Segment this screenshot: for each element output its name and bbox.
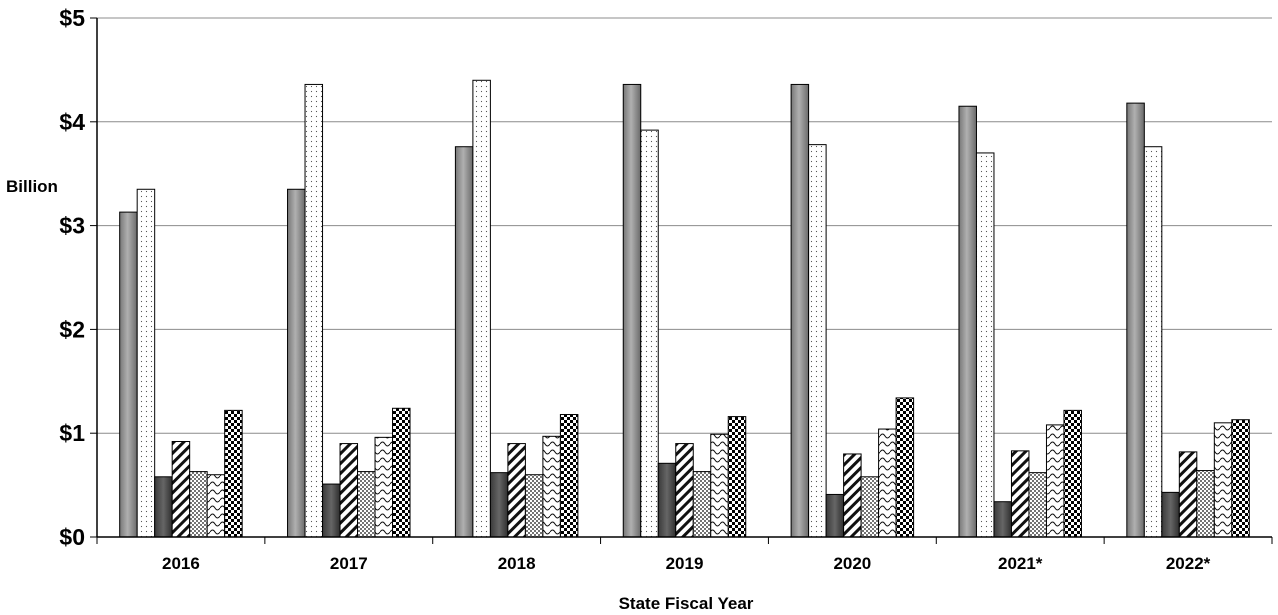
bar: [542, 435, 561, 538]
y-tick-label: $2: [59, 316, 85, 342]
x-tick-label: 2022*: [1166, 554, 1211, 573]
bar: [472, 79, 491, 538]
bar: [958, 105, 977, 538]
bar: [524, 474, 544, 538]
bar: [136, 188, 156, 538]
x-tick-label: 2019: [666, 554, 704, 573]
bar: [790, 83, 810, 538]
bar: [1045, 424, 1065, 538]
bar: [895, 397, 915, 538]
x-tick-label: 2016: [162, 554, 200, 573]
bar: [507, 443, 526, 538]
bar: [392, 407, 411, 538]
bar: [1231, 419, 1250, 538]
bar: [1010, 450, 1030, 538]
axes: [96, 18, 1273, 544]
bar: [304, 83, 324, 538]
bar: [878, 428, 897, 538]
x-axis-title: State Fiscal Year: [619, 594, 754, 613]
x-tick-label: 2018: [498, 554, 536, 573]
bar: [727, 416, 747, 538]
x-tick-label: 2021*: [998, 554, 1043, 573]
y-axis-title: Billion: [6, 177, 58, 196]
bar: [454, 146, 474, 538]
x-tick-label: 2017: [330, 554, 368, 573]
y-tick-label: $1: [59, 420, 85, 446]
bar: [559, 414, 579, 538]
bar: [1196, 470, 1215, 538]
x-tick-label: 2020: [833, 554, 871, 573]
bar: [808, 144, 827, 538]
y-tick-label: $5: [59, 5, 85, 31]
bar: [374, 436, 394, 538]
bar: [489, 472, 509, 538]
bar: [339, 443, 359, 538]
y-tick-labels: $0 $1 $2 $3 $4 $5: [59, 5, 85, 550]
bar: [825, 493, 845, 538]
bar: [206, 474, 226, 538]
bar: [1063, 409, 1082, 538]
bar: [224, 409, 243, 538]
bar: [692, 471, 712, 538]
bar: [322, 483, 341, 538]
bar: [119, 211, 138, 538]
bar: [1126, 102, 1145, 538]
x-category-labels: 2016 2017 2018 2019 2020 2021* 2022*: [162, 554, 1211, 573]
bars: [119, 79, 1250, 538]
bar: [1143, 146, 1163, 538]
y-tick-label: $4: [59, 109, 85, 135]
bar: [622, 83, 642, 538]
bar: [1161, 491, 1180, 538]
bar: [675, 443, 694, 538]
bar: [975, 152, 995, 538]
bar: [843, 453, 862, 538]
bar: [287, 188, 306, 538]
bar: [993, 501, 1012, 538]
bar: [657, 462, 677, 538]
bar: [860, 476, 880, 538]
bar: [1178, 451, 1198, 538]
bar: [189, 471, 208, 538]
bar: [640, 129, 659, 538]
y-tick-label: $0: [59, 524, 85, 550]
bar: [357, 471, 376, 538]
bar: [1213, 422, 1233, 538]
y-tick-label: $3: [59, 213, 85, 239]
bar: [171, 441, 191, 538]
bar: [710, 433, 729, 538]
bar: [1028, 472, 1047, 538]
bar: [154, 476, 173, 538]
